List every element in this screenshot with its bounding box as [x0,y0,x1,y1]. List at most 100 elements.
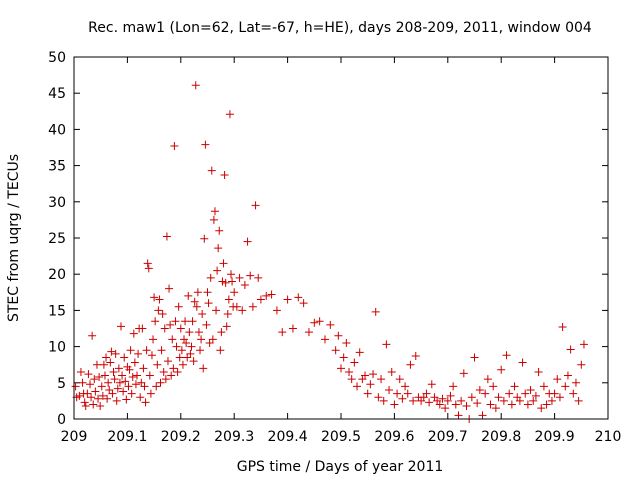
data-point [133,371,142,380]
data-point [221,278,230,287]
data-point [310,318,319,327]
data-point [223,310,232,319]
data-point [334,331,343,340]
data-point [353,382,362,391]
data-point [467,393,476,402]
data-point [143,259,152,268]
x-tick-label: 209.4 [268,429,308,445]
data-point [95,373,104,382]
data-point [110,375,119,384]
data-point [379,396,388,405]
data-point [147,351,156,360]
data-point [222,322,231,331]
data-point [209,215,218,224]
y-tick-label: 15 [48,303,66,319]
data-point [152,382,161,391]
data-point [141,398,150,407]
data-point [187,342,196,351]
data-point [398,394,407,403]
data-point [224,295,233,304]
data-point [272,306,281,315]
data-point [197,335,206,344]
data-point [422,389,431,398]
data-point [207,166,216,175]
data-point [406,360,415,369]
data-point [345,367,354,376]
data-point [553,375,562,384]
data-point [173,367,182,376]
data-point [108,389,117,398]
data-point [371,307,380,316]
data-point [248,302,257,311]
data-point [105,386,114,395]
data-point [510,382,519,391]
data-point [226,270,235,279]
data-point [243,237,252,246]
data-point [494,393,503,402]
data-point [550,389,559,398]
data-point [155,295,164,304]
data-point [106,358,115,367]
data-point [90,375,99,384]
data-point [561,382,570,391]
data-point [159,367,168,376]
data-point [183,353,192,362]
data-point [170,142,179,151]
data-point [149,335,158,344]
data-point [146,389,155,398]
data-point [124,382,133,391]
data-point [537,404,546,413]
data-point [157,346,166,355]
data-point [240,281,249,290]
data-point [350,358,359,367]
data-point [142,346,151,355]
data-point [103,394,112,403]
data-point [198,310,207,319]
data-point [254,273,263,282]
data-point [563,371,572,380]
data-point [194,328,203,337]
data-point [486,400,495,409]
data-point [140,382,149,391]
data-point [158,310,167,319]
y-tick-label: 20 [48,267,66,283]
data-point [154,306,163,315]
data-point [128,373,137,382]
data-point [315,317,324,326]
data-point [115,378,124,387]
data-point [478,411,487,420]
data-point [355,348,364,357]
data-point [475,386,484,395]
y-tick-label: 0 [57,412,66,428]
data-point [374,393,383,402]
data-point [499,396,508,405]
data-point [409,396,418,405]
data-point [205,338,214,347]
data-point [531,391,540,400]
data-point [83,389,92,398]
data-point [131,380,140,389]
data-point [342,338,351,347]
data-point [113,384,122,393]
data-point [139,364,148,373]
data-point [369,370,378,379]
data-point [188,317,197,326]
data-point [201,140,210,149]
data-point [150,293,159,302]
data-point [569,389,578,398]
data-point [204,299,213,308]
data-point [120,353,129,362]
data-point [119,387,128,396]
data-point [216,346,225,355]
data-point [121,377,130,386]
data-point [518,358,527,367]
data-point [185,328,194,337]
data-point [547,396,556,405]
data-point [411,352,420,361]
data-point [454,411,463,420]
data-point [483,375,492,384]
data-point [214,244,223,253]
data-point [339,353,348,362]
data-point [191,81,200,90]
data-point [153,360,162,369]
